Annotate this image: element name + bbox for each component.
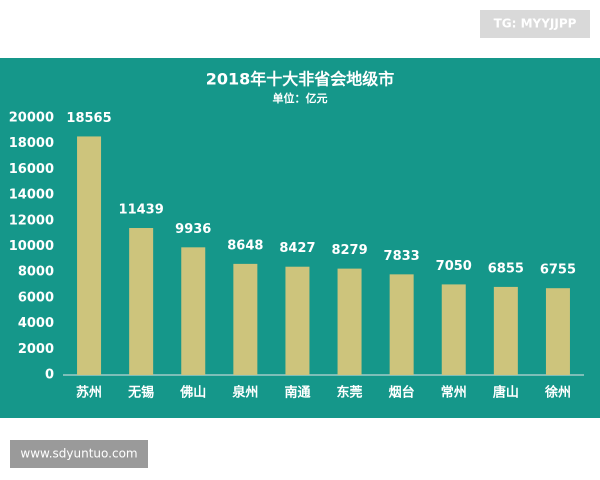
bar [441,284,466,375]
x-tick-label: 唐山 [493,385,519,401]
y-tick-label: 0 [45,368,54,383]
y-tick-label: 4000 [18,316,54,331]
bar [181,247,206,375]
bar [129,228,154,375]
bar [389,274,414,375]
bar [285,266,310,375]
value-label: 8648 [227,238,263,253]
x-tick-label: 东莞 [337,385,363,401]
y-tick-label: 16000 [9,162,54,177]
x-tick-label: 常州 [441,385,467,401]
value-label: 6755 [540,263,576,278]
y-tick-label: 20000 [9,111,54,126]
bar [77,136,102,375]
y-tick-label: 6000 [18,290,54,305]
value-label: 9936 [175,222,211,237]
footer-box [10,440,148,468]
value-label: 11439 [119,203,164,218]
bar [545,288,570,375]
y-tick-label: 14000 [9,188,54,203]
value-label: 7050 [436,259,472,274]
value-label: 8427 [279,241,315,256]
x-tick-label: 徐州 [544,385,571,401]
chart-subtitle: 单位：亿元 [273,91,328,105]
chart-title: 2018年十大非省会地级市 [206,70,395,89]
x-tick-label: 无锡 [127,385,154,401]
value-label: 6855 [488,261,524,276]
footer: www.sdyuntuo.com [20,447,137,461]
y-tick-label: 12000 [9,213,54,228]
badge: TG: MYYJJPP [494,17,577,31]
x-tick-label: 烟台 [389,385,415,401]
x-tick-label: 泉州 [232,385,258,401]
y-tick-label: 8000 [18,265,54,280]
y-tick-label: 2000 [18,342,54,357]
value-label: 18565 [66,111,111,126]
value-label: 8279 [331,243,367,258]
y-tick-label: 18000 [9,136,54,151]
bar [493,286,518,375]
x-tick-label: 南通 [284,385,310,401]
value-label: 7833 [384,249,420,264]
bar [337,268,362,375]
y-tick-label: 10000 [9,239,54,254]
badge-box [480,10,590,38]
x-tick-label: 佛山 [179,385,206,401]
x-tick-label: 苏州 [76,385,102,401]
bar [233,263,258,375]
